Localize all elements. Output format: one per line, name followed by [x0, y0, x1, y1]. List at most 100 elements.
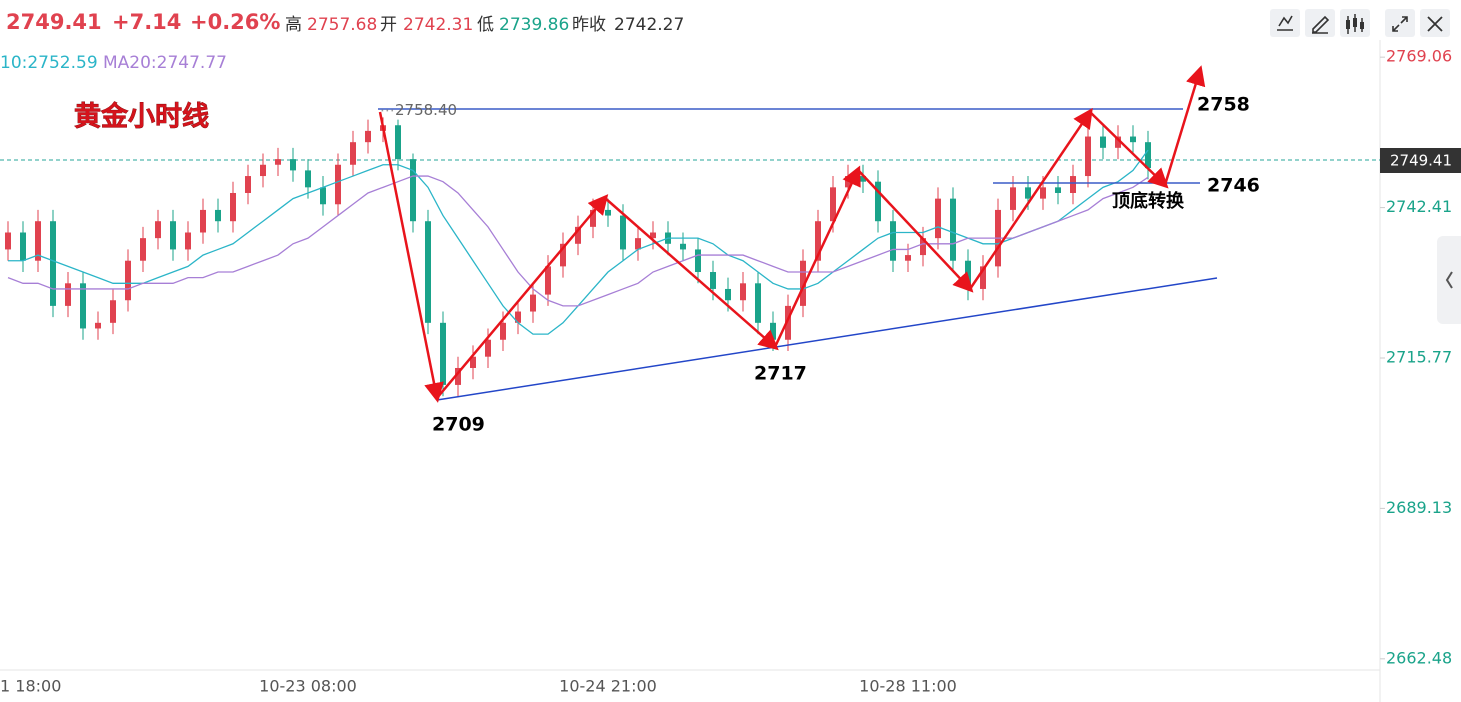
annotation: 2717: [754, 363, 807, 385]
candle-body: [335, 164, 341, 205]
candle-body: [230, 192, 236, 222]
candle-body: [1040, 187, 1046, 199]
y-tick-label: 2715.77: [1386, 347, 1452, 366]
arrow: [436, 194, 609, 399]
candle-body: [575, 226, 581, 244]
candle-body: [755, 283, 761, 323]
y-tick-label: 2662.48: [1386, 648, 1452, 667]
candle-body: [515, 311, 521, 323]
candle-body: [800, 260, 806, 306]
candle-body: [1010, 187, 1016, 210]
candle-body: [830, 187, 836, 222]
side-tab[interactable]: [1437, 236, 1461, 324]
candle-body: [905, 255, 911, 261]
candle-body: [20, 232, 26, 261]
candle-body: [395, 125, 401, 160]
candle-body: [5, 232, 11, 250]
candle-body: [935, 198, 941, 239]
label: 开: [380, 15, 397, 35]
value: 2739.86: [499, 15, 569, 35]
annotation: 2709: [432, 414, 485, 436]
candle-body: [260, 164, 266, 177]
candle-body: [1100, 136, 1106, 148]
candle-body: [725, 288, 731, 301]
ma-line: [7, 175, 1149, 307]
candle-body: [245, 176, 251, 193]
label: 低: [477, 15, 494, 35]
candle-body: [785, 305, 791, 340]
arrow: [604, 197, 779, 351]
candle-body: [215, 209, 221, 222]
candle-body: [80, 283, 86, 329]
candle-body: [1115, 136, 1121, 148]
candle-body: [275, 159, 281, 165]
candle-body: [680, 243, 686, 250]
header: 2749.41 +7.14 +0.26% 高 2757.68 开 2742.31…: [0, 10, 684, 73]
candle-body: [950, 198, 956, 261]
candle-body: [455, 367, 461, 385]
candle-body: [485, 339, 491, 357]
candle-body: [890, 221, 896, 261]
value: 2742.31: [403, 15, 473, 35]
candle-body: [185, 232, 191, 250]
icon: [1360, 22, 1364, 29]
candle-body: [35, 221, 41, 261]
candle-body: [440, 322, 446, 385]
candle-body: [920, 238, 926, 256]
candle-body: [410, 159, 416, 222]
candle-body: [1055, 187, 1061, 193]
candle-body: [1070, 176, 1076, 193]
candle-body: [1145, 142, 1151, 169]
candle-body: [770, 322, 776, 340]
candle-body: [350, 142, 356, 165]
annotation: 2746: [1207, 175, 1260, 197]
candle-body: [470, 356, 476, 368]
trend-line: [436, 277, 1218, 401]
annotation: 顶底转换: [1112, 190, 1185, 212]
candle-body: [500, 322, 506, 340]
last-price-tag: [1380, 148, 1461, 173]
label: 高: [285, 15, 302, 35]
icon: [1277, 15, 1293, 31]
candle-body: [365, 130, 371, 143]
value: 2757.68: [307, 15, 377, 35]
y-tick-label: 2742.41: [1386, 197, 1452, 216]
candle-body: [425, 221, 431, 323]
label: 昨收: [572, 15, 606, 35]
candle-body: [545, 266, 551, 295]
y-tick-label: 2689.13: [1386, 498, 1452, 517]
icon: [1392, 16, 1408, 32]
candle-body: [695, 249, 701, 273]
candle-body: [980, 266, 986, 289]
icon: [1346, 20, 1350, 29]
x-tick-label: 10-28 11:00: [859, 677, 957, 696]
candle-body: [605, 209, 611, 216]
arrow: [1089, 111, 1169, 189]
x-tick-label: 1 18:00: [0, 677, 61, 696]
x-tick-label: 10-24 21:00: [559, 677, 657, 696]
arrow: [378, 111, 444, 403]
icon: [1445, 271, 1453, 289]
x-tick-label: 10-23 08:00: [259, 677, 357, 696]
candle-body: [140, 238, 146, 261]
marker: ⋯: [380, 101, 395, 119]
arrow: [857, 169, 974, 293]
candle-body: [170, 221, 176, 250]
annotation: 2758: [1197, 94, 1250, 116]
candle-body: [635, 238, 641, 250]
tool-button[interactable]: [1270, 9, 1300, 37]
candle-body: [530, 294, 536, 312]
candle-body: [1085, 136, 1091, 177]
candle-body: [560, 243, 566, 267]
candle-body: [590, 209, 596, 227]
candle-body: [110, 300, 116, 323]
price: 2749.41: [6, 10, 102, 34]
tool-button[interactable]: [1385, 9, 1415, 37]
candle-body: [95, 322, 101, 329]
candle-body: [650, 232, 656, 239]
arrow: [773, 165, 861, 348]
change: +7.14: [112, 10, 181, 34]
candle-body: [815, 221, 821, 261]
candle-body: [1130, 136, 1136, 143]
icon: [1312, 15, 1330, 34]
